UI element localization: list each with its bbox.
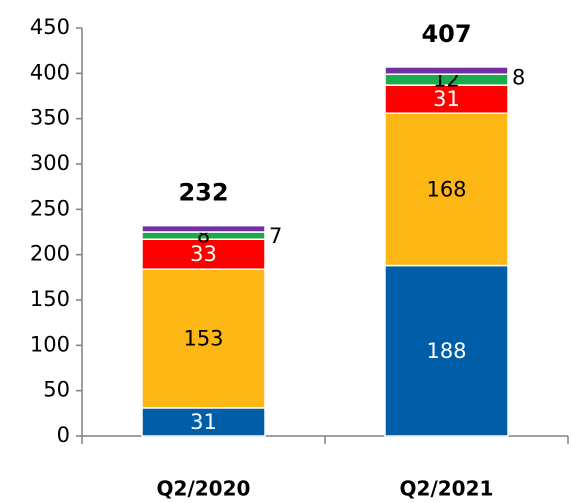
- x-tick-label: Q2/2020: [157, 477, 251, 500]
- y-tick-label: 300: [30, 151, 70, 175]
- bar-segment: [141, 268, 266, 409]
- y-tick-label: 150: [30, 287, 70, 311]
- data-label: 153: [183, 327, 223, 351]
- data-label: 31: [433, 87, 460, 111]
- y-tick-label: 200: [30, 242, 70, 266]
- data-label: 8: [512, 66, 525, 90]
- data-label: 7: [269, 224, 282, 248]
- x-tick-label: Q2/2021: [400, 477, 494, 500]
- total-label: 407: [421, 20, 471, 48]
- bar-segment: [141, 224, 266, 233]
- data-label: 31: [190, 410, 217, 434]
- y-tick-label: 450: [30, 15, 70, 39]
- y-tick-label: 350: [30, 106, 70, 130]
- bar-segment: [384, 84, 509, 114]
- bar-segment: [141, 238, 266, 270]
- bar-segment: [384, 66, 509, 75]
- bar-segment: [141, 407, 266, 437]
- y-tick-label: 0: [57, 423, 70, 447]
- total-label: 232: [178, 179, 228, 207]
- data-label: 168: [426, 177, 466, 201]
- bar-segment: [384, 112, 509, 267]
- y-tick-label: 100: [30, 332, 70, 356]
- y-tick-label: 50: [43, 378, 70, 402]
- data-label: 33: [190, 242, 217, 266]
- bar-segment: [384, 264, 509, 437]
- data-label: 188: [426, 339, 466, 363]
- y-tick-label: 250: [30, 196, 70, 220]
- y-tick-label: 400: [30, 60, 70, 84]
